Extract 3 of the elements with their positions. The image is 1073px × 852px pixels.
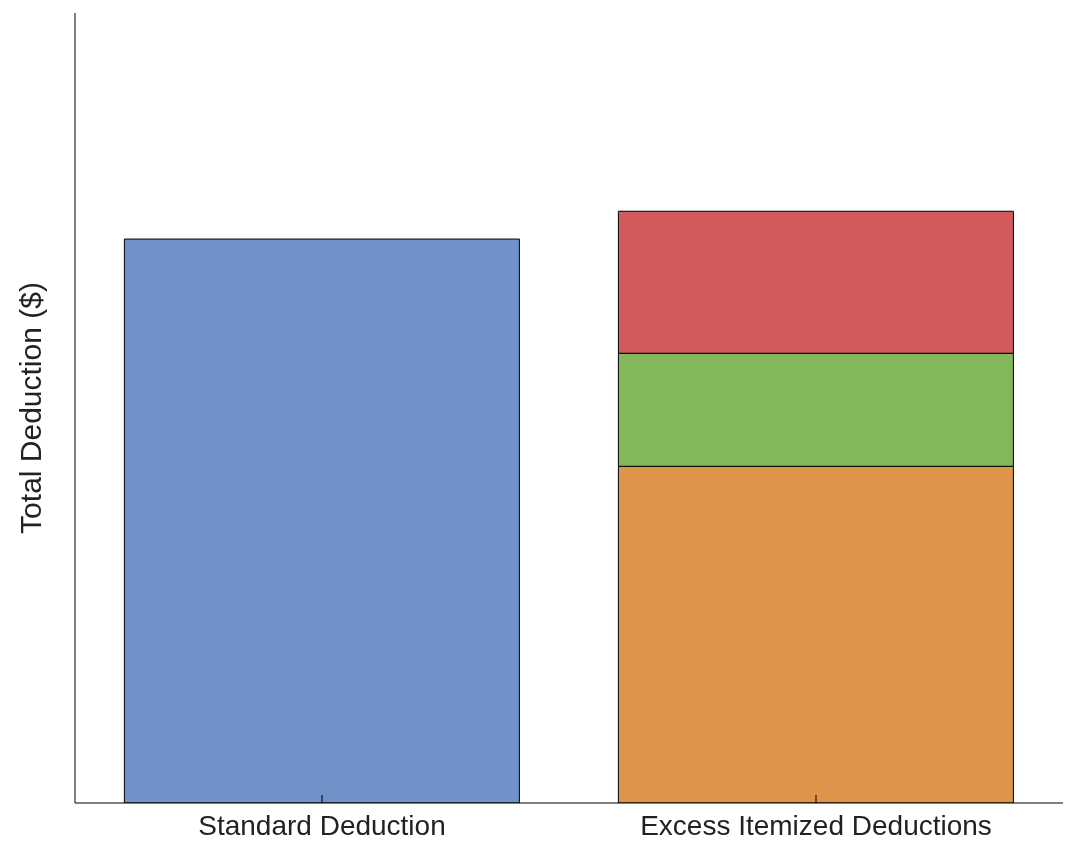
y-axis-title: Total Deduction ($) (13, 282, 47, 534)
x-tick-label: Excess Itemized Deductions (640, 809, 992, 841)
x-tick-label: Standard Deduction (198, 809, 446, 841)
